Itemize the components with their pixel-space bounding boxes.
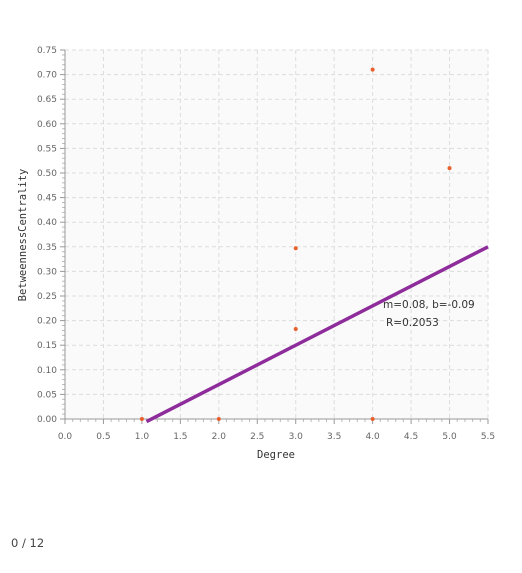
x-tick-label: 3.5 — [327, 432, 341, 442]
y-tick-label: 0.45 — [37, 194, 57, 204]
x-tick-labels: 0.0 0.5 1.0 1.5 2.0 2.5 3.0 3.5 4.0 4.5 5.0 5.5 — [58, 432, 495, 442]
x-tick-label: 5.5 — [481, 432, 495, 442]
y-tick-label: 0.75 — [37, 46, 57, 56]
x-tick-label: 1.5 — [173, 432, 187, 442]
y-tick-label: 0.25 — [37, 292, 57, 302]
x-tick-label: 5.0 — [442, 432, 457, 442]
data-point — [370, 67, 375, 72]
x-tick-label: 4.0 — [365, 432, 380, 442]
fit-line — [145, 245, 489, 424]
y-tick-label: 0.20 — [37, 317, 57, 327]
fit-annotation-line2: R=0.2053 — [386, 317, 439, 329]
y-tick-label: 0.00 — [37, 415, 57, 425]
y-axis-label: BetweennessCentrality — [17, 169, 29, 302]
x-tick-label: 2.0 — [212, 432, 227, 442]
data-point — [293, 246, 298, 251]
x-tick-label: 4.5 — [404, 432, 418, 442]
y-tick-label: 0.30 — [37, 267, 57, 277]
y-tick-label: 0.50 — [37, 169, 57, 179]
plot-area — [65, 50, 488, 419]
y-tick-label: 0.70 — [37, 71, 57, 81]
x-tick-label: 0.0 — [58, 432, 73, 442]
data-point — [447, 166, 452, 171]
y-tick-labels: 0.00 0.05 0.10 0.15 0.20 0.25 0.30 0.35 0.40 0.45… — [37, 46, 57, 425]
y-tick-label: 0.55 — [37, 144, 57, 154]
grid — [65, 49, 489, 419]
y-tick-label: 0.35 — [37, 243, 57, 253]
data-point — [139, 417, 144, 421]
scatter-chart: 0.0 0.5 1.0 1.5 2.0 2.5 3.0 3.5 4.0 4.5 5.0 5.5 0.0… — [17, 46, 495, 461]
x-axis-label: Degree — [257, 449, 295, 461]
y-tick-label: 0.10 — [37, 366, 57, 376]
y-tick-label: 0.05 — [37, 390, 57, 400]
x-tick-label: 2.5 — [250, 432, 264, 442]
y-tick-label: 0.15 — [37, 341, 57, 351]
y-tick-label: 0.60 — [37, 120, 57, 130]
fit-annotation-line1: m=0.08, b=-0.09 — [383, 299, 475, 311]
data-point — [216, 417, 221, 421]
item-counter: 0 / 12 — [11, 536, 45, 550]
x-tick-label: 1.0 — [135, 432, 150, 442]
x-tick-label: 3.0 — [289, 432, 304, 442]
data-points — [139, 67, 452, 421]
data-point — [370, 417, 375, 421]
data-point — [293, 326, 298, 331]
y-tick-label: 0.40 — [37, 218, 57, 228]
y-tick-label: 0.65 — [37, 95, 57, 105]
x-tick-label: 0.5 — [96, 432, 110, 442]
fit-line-group — [145, 245, 489, 424]
